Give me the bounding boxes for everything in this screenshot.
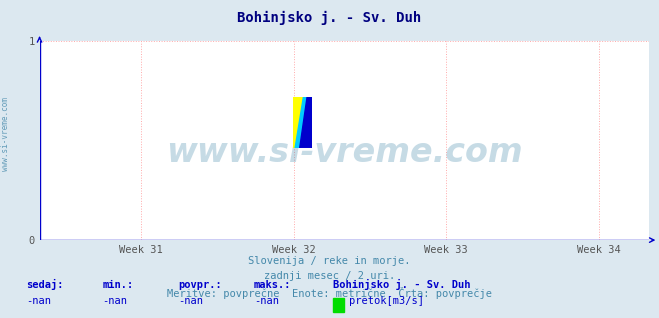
- Text: Meritve: povprečne  Enote: metrične  Črta: povprečje: Meritve: povprečne Enote: metrične Črta:…: [167, 287, 492, 299]
- Text: sedaj:: sedaj:: [26, 279, 64, 290]
- Text: -nan: -nan: [102, 296, 127, 306]
- Text: min.:: min.:: [102, 280, 133, 290]
- Text: -nan: -nan: [254, 296, 279, 306]
- Text: www.si-vreme.com: www.si-vreme.com: [166, 136, 523, 169]
- Text: maks.:: maks.:: [254, 280, 291, 290]
- Polygon shape: [300, 97, 312, 148]
- Text: zadnji mesec / 2 uri.: zadnji mesec / 2 uri.: [264, 271, 395, 281]
- Text: Bohinjsko j. - Sv. Duh: Bohinjsko j. - Sv. Duh: [333, 279, 471, 290]
- Text: -nan: -nan: [178, 296, 203, 306]
- Polygon shape: [295, 97, 307, 148]
- Text: pretok[m3/s]: pretok[m3/s]: [349, 296, 424, 306]
- Text: www.si-vreme.com: www.si-vreme.com: [1, 97, 10, 170]
- Text: -nan: -nan: [26, 296, 51, 306]
- Text: Slovenija / reke in morje.: Slovenija / reke in morje.: [248, 256, 411, 266]
- Text: Bohinjsko j. - Sv. Duh: Bohinjsko j. - Sv. Duh: [237, 11, 422, 25]
- Text: povpr.:: povpr.:: [178, 280, 221, 290]
- Polygon shape: [293, 97, 303, 148]
